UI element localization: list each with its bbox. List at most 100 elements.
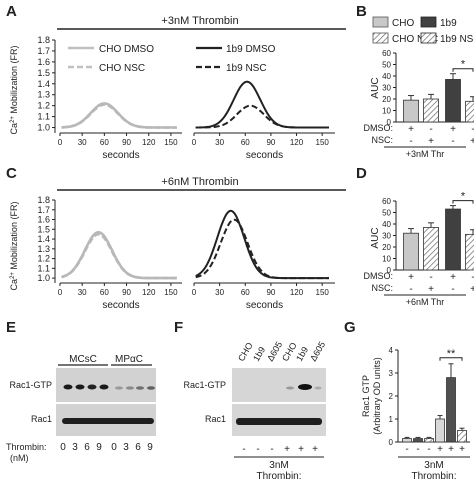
chartB-sig-star: *: [461, 59, 466, 71]
signsD-dmso-3: -: [471, 272, 474, 283]
chartA-series-1b9-nsc: [195, 104, 329, 129]
chartC-ytick-label-3: 1.3: [37, 244, 50, 254]
chartA-xtick-label-1-3: 90: [266, 138, 275, 147]
panel-b-legend: CHO 1b9 CHO NSC 1b9 NSC: [372, 16, 474, 45]
chartA-ytick-label-6: 1.6: [37, 57, 50, 67]
panel-c-chart: 1.01.11.21.31.41.51.61.71.8 0 30 60 90 120 150…: [37, 195, 335, 311]
panel-b-signs: +-+--+-+: [408, 124, 474, 147]
f-sign-4: +: [284, 444, 290, 455]
g-bar-2: [424, 438, 434, 443]
panel-g-footer1: 3nM: [424, 460, 443, 471]
e-band-gtp-1: [63, 384, 73, 390]
legend-cho: CHO: [392, 18, 414, 29]
e-dose-4: 9: [96, 442, 102, 453]
legend-cho-nsc-b: CHO NSC: [392, 34, 438, 45]
chartB-ytick-label-2: 20: [382, 95, 391, 104]
panel-f-signs: - - - + + +: [242, 444, 318, 455]
e-dose-1: 0: [60, 442, 66, 453]
e-band-gtp-8: [147, 386, 155, 390]
panel-f-row2: Rac1: [205, 414, 226, 424]
chartB-bar-3: [465, 100, 474, 123]
panel-g-letter: G: [344, 319, 356, 336]
chartC-ytick-label-2: 1.2: [37, 254, 50, 264]
g-sign-1: -: [416, 444, 419, 455]
chartA-xtick-label-1-1: 30: [215, 138, 224, 147]
legend-cho-nsc: CHO NSC: [99, 63, 145, 74]
e-dose-7: 6: [135, 442, 141, 453]
chartA-xtick-label-0-2: 60: [100, 138, 109, 147]
chartA-series-cho-dmso: [61, 102, 177, 129]
chartC-series-1b9-dmso: [195, 209, 329, 280]
panel-a-banner: +3nM Thrombin: [161, 15, 238, 27]
f-sign-5: +: [298, 444, 304, 455]
panel-b-dmso-label: DMSO:: [363, 123, 393, 133]
chartC-series-cho-dmso: [61, 230, 177, 280]
signsD-dmso-2: +: [450, 272, 456, 283]
signsB-dmso-0: +: [408, 124, 414, 135]
chartA-ytick-label-2: 1.2: [37, 101, 50, 111]
chartC-xtick-label-1-5: 150: [316, 288, 330, 297]
e-band-gtp-6: [126, 386, 134, 390]
chartB-sig-bracket: [452, 68, 474, 72]
chartC-xtick-label-1-3: 90: [266, 288, 275, 297]
chartD-sig-star: *: [461, 191, 466, 203]
chartB-ytick-label-1: 10: [382, 107, 391, 116]
panel-e-row2: Rac1: [31, 414, 52, 424]
signsB-dmso-3: -: [471, 124, 474, 135]
chartC-ytick-label-8: 1.8: [37, 195, 50, 205]
panel-d-dmso-label: DMSO:: [363, 271, 393, 281]
e-band-gtp-5: [115, 386, 123, 390]
chartB-bar-1: [423, 98, 439, 123]
chartB-ytick-label-3: 30: [382, 84, 391, 93]
chartC-ytick-label-7: 1.7: [37, 205, 50, 215]
chartB-ytick-label-0: 0: [387, 118, 392, 127]
panel-g-chart: 0 1 2 3 4 **: [389, 346, 470, 447]
chartC-xtick-label-0-0: 0: [58, 288, 63, 297]
chartC-xtick-label-1-4: 120: [290, 288, 304, 297]
legend-1b9-dmso: 1b9 DMSO: [226, 44, 276, 55]
g-sign-0: -: [405, 444, 408, 455]
chartA-xtick-label-0-4: 120: [142, 138, 156, 147]
chartA-xlabel-1: seconds: [246, 150, 283, 161]
chartC-xtick-label-1-0: 0: [192, 288, 197, 297]
panel-d-chart: 0 10 20 30 40 50 60 *: [382, 191, 474, 275]
g-bar-3: [435, 418, 445, 443]
chartA-series-1b9-dmso: [195, 80, 329, 129]
panel-d-letter: D: [356, 165, 367, 182]
signsD-nsc-1: +: [428, 284, 434, 295]
chartC-xtick-label-1-2: 60: [241, 288, 250, 297]
panel-f-row1: Rac1-GTP: [183, 380, 226, 390]
signsD-nsc-3: +: [470, 284, 474, 295]
chartA-xtick-label-0-0: 0: [58, 138, 63, 147]
e-dose-5: 0: [111, 442, 117, 453]
signsB-dmso-2: +: [450, 124, 456, 135]
panel-a-legend: CHO DMSO CHO NSC 1b9 DMSO 1b9 NSC: [68, 44, 276, 74]
chartD-bar-0: [403, 232, 419, 271]
g-sign-4: +: [448, 444, 454, 455]
g-ytick-label-3: 3: [389, 369, 394, 378]
panel-a-ylabel: Ca2+ Mobilization (FR): [9, 46, 19, 135]
e-dose-6: 3: [123, 442, 129, 453]
panel-d-ylabel: AUC: [370, 227, 381, 248]
g-ytick-label-0: 0: [389, 438, 394, 447]
signsB-nsc-1: +: [428, 136, 434, 147]
chartC-xtick-label-0-4: 120: [142, 288, 156, 297]
legend-1b9: 1b9: [440, 18, 457, 29]
chartC-series-cho-nsc: [61, 232, 177, 280]
chartD-ytick-label-1: 10: [382, 255, 391, 264]
g-sign-2: -: [427, 444, 430, 455]
chartA-xtick-label-1-4: 120: [290, 138, 304, 147]
e-band-gtp-4: [99, 384, 109, 390]
panel-c-ylabel: Ca2+ Mobilization (FR): [9, 202, 19, 291]
panel-f-lane-labels: CHO 1b9 Δ605 CHO 1b9 Δ605: [236, 340, 327, 363]
panel-g-footer2: Thrombin:: [411, 471, 456, 482]
panel-e-thrombin: Thrombin:: [6, 442, 47, 452]
f-band-gtp-4: [286, 386, 294, 390]
chartC-ytick-label-1: 1.1: [37, 263, 50, 273]
f-sign-1: -: [242, 444, 245, 455]
chartA-xtick-label-1-5: 150: [316, 138, 330, 147]
legend-cho-dmso: CHO DMSO: [99, 44, 154, 55]
legend-1b9-swatch: [420, 16, 437, 28]
chartD-bar-2: [445, 208, 461, 271]
